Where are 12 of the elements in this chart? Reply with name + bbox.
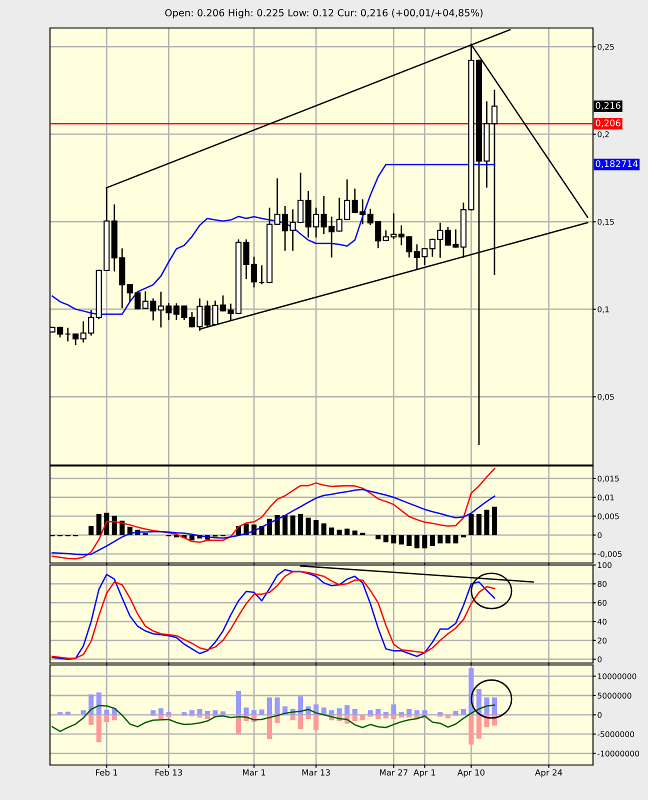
x-tick-label: Apr 1: [414, 769, 436, 778]
x-tick-label: Feb 1: [96, 769, 118, 776]
x-tick-label: Mar 13: [302, 769, 330, 776]
annotation: 0,216: [596, 102, 620, 110]
x-tick-label: Apr 24: [535, 769, 562, 778]
x-tick-label: Feb 13: [156, 769, 182, 776]
ref-line-label: 0,206: [596, 120, 620, 128]
x-tick-label: Mar 1: [242, 769, 266, 776]
x-tick-label: Apr 10: [457, 769, 484, 778]
x-tick-label: Mar 27: [380, 769, 408, 776]
text: 0,182714: [596, 160, 638, 168]
chart-subtitle: Open: 0.206 High: 0.225 Low: 0.12 Cur: 0,216 (+00,01/+04,85%): [165, 8, 483, 18]
